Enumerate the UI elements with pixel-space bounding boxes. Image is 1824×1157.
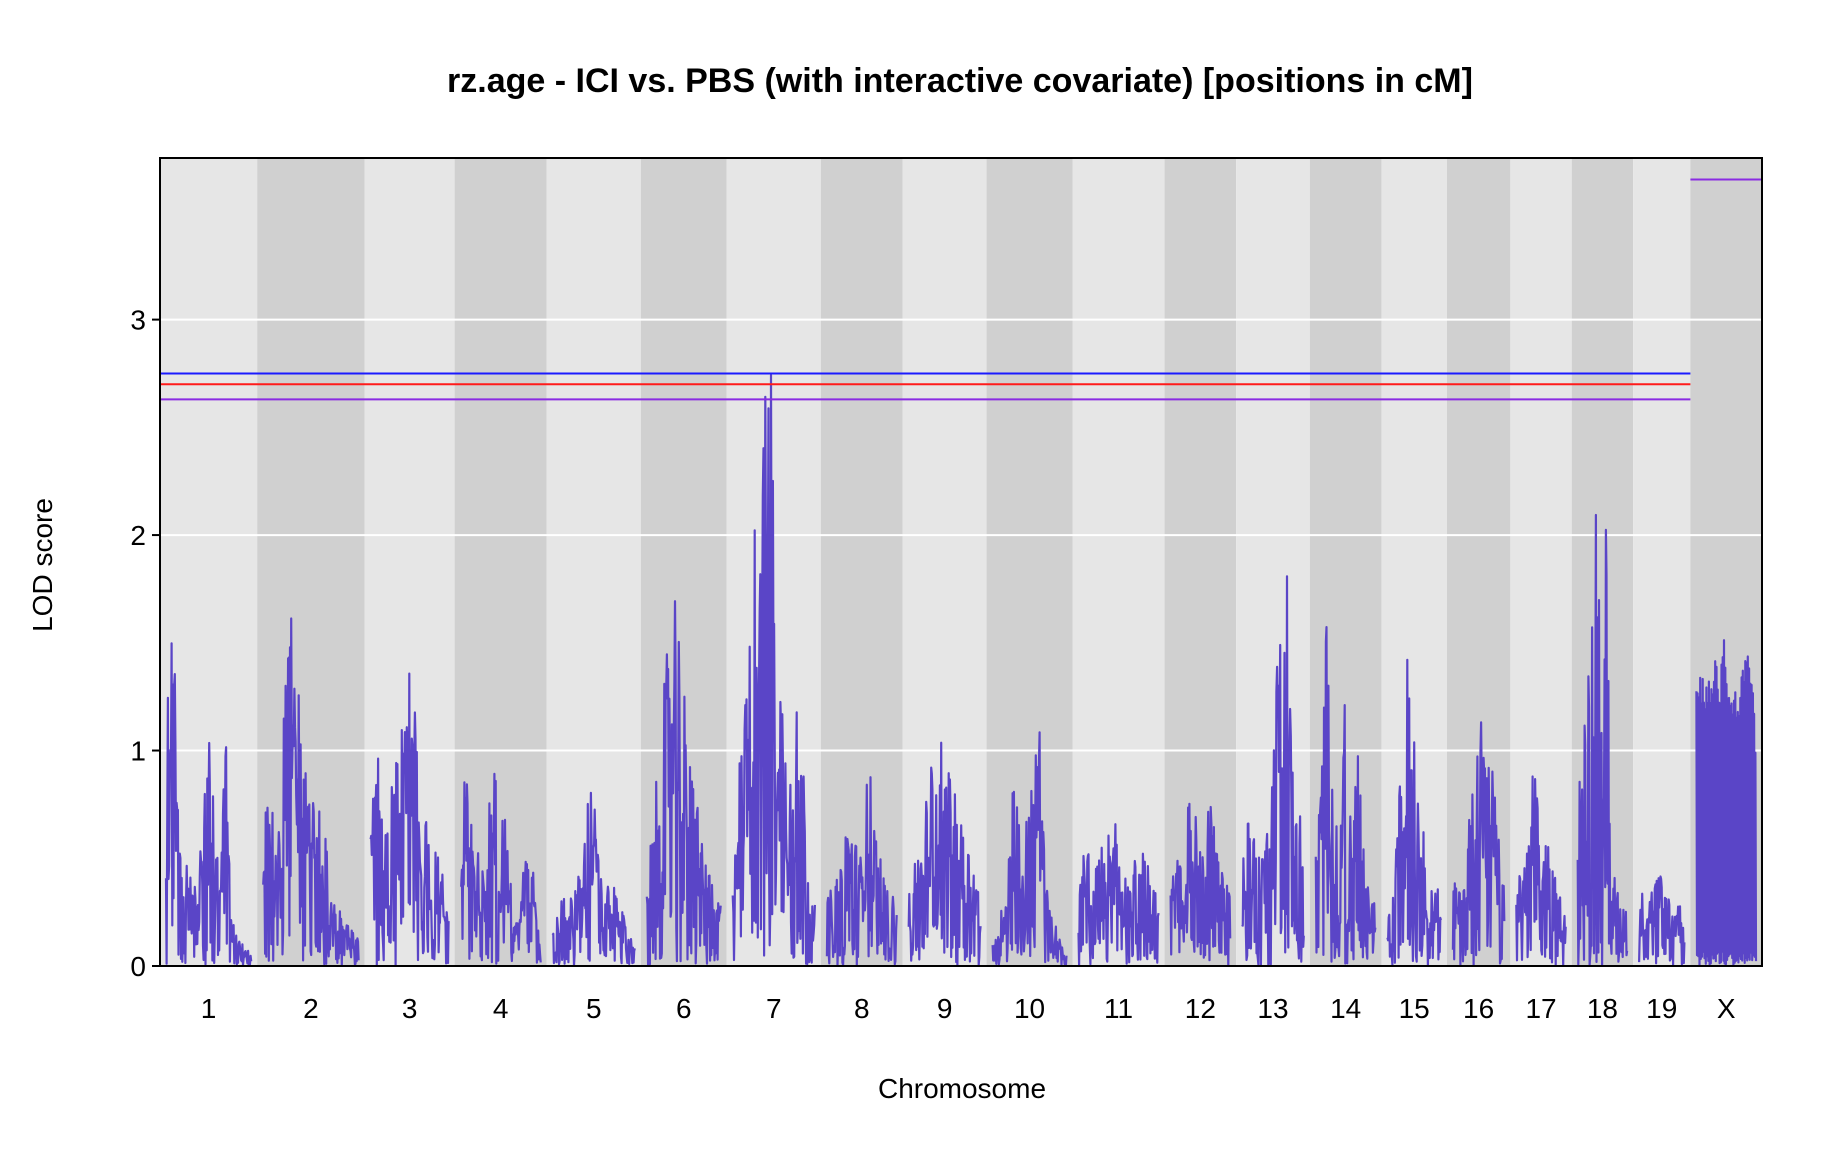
- x-tick-label-chr-5: 5: [586, 993, 602, 1024]
- lod-curve-chr-16: [1451, 721, 1506, 967]
- chromosome-band-2: [257, 158, 365, 966]
- x-tick-label-chr-14: 14: [1330, 993, 1361, 1024]
- chromosome-band-8: [820, 158, 903, 966]
- x-tick-label-chr-15: 15: [1399, 993, 1430, 1024]
- y-tick-label-3: 3: [130, 305, 146, 336]
- x-tick-label-chr-7: 7: [766, 993, 782, 1024]
- lod-curve-chr-12: [1169, 802, 1232, 967]
- lod-curve-chr-18: [1576, 513, 1629, 967]
- x-tick-label-chr-4: 4: [493, 993, 509, 1024]
- lod-curve-chr-4: [459, 772, 542, 965]
- lod-curve-chr-3: [369, 672, 450, 967]
- lod-curve-chr-9: [907, 741, 982, 967]
- chromosome-band-12: [1164, 158, 1237, 966]
- lod-curve-chr-14: [1314, 626, 1377, 965]
- chromosome-band-17: [1510, 158, 1572, 966]
- x-axis-label: Chromosome: [878, 1073, 1046, 1104]
- lod-curve-chr-6: [645, 600, 722, 967]
- x-tick-label-chr-9: 9: [937, 993, 953, 1024]
- y-tick-label-1: 1: [130, 736, 146, 767]
- lod-curve-chr-1: [164, 642, 253, 967]
- lod-curve-chr-15: [1386, 658, 1442, 966]
- lod-curve-chr-19: [1638, 875, 1686, 966]
- x-tick-label-chr-13: 13: [1257, 993, 1288, 1024]
- lod-curve-chr-X: [1695, 639, 1758, 967]
- chromosome-band-11: [1072, 158, 1165, 966]
- lod-curve-chr-7: [731, 374, 816, 966]
- x-tick-label-chr-19: 19: [1646, 993, 1677, 1024]
- x-tick-label-chr-8: 8: [854, 993, 870, 1024]
- x-tick-label-chr-3: 3: [402, 993, 418, 1024]
- x-tick-label-chr-17: 17: [1525, 993, 1556, 1024]
- x-tick-label-chr-1: 1: [201, 993, 217, 1024]
- lod-curve-chr-17: [1515, 775, 1567, 967]
- x-tick-label-chr-12: 12: [1185, 993, 1216, 1024]
- chart-title: rz.age - ICI vs. PBS (with interactive c…: [447, 62, 1473, 100]
- chromosome-band-19: [1633, 158, 1691, 966]
- x-tick-label-chr-2: 2: [303, 993, 319, 1024]
- x-tick-label-chr-16: 16: [1463, 993, 1494, 1024]
- lod-curve-chr-2: [262, 617, 360, 967]
- lod-curve-chr-11: [1077, 823, 1160, 967]
- x-tick-label-chr-10: 10: [1014, 993, 1045, 1024]
- plot-frame: [159, 157, 1763, 967]
- x-tick-label-chr-11: 11: [1104, 993, 1133, 1024]
- chromosome-band-4: [454, 158, 547, 966]
- y-axis-label: LOD score: [27, 498, 58, 632]
- lod-curve-chr-8: [825, 776, 898, 967]
- lod-curve-chr-5: [551, 791, 636, 967]
- x-tick-label-chr-18: 18: [1587, 993, 1618, 1024]
- y-tick-label-2: 2: [130, 520, 146, 551]
- x-tick-label-chr-X: X: [1717, 993, 1736, 1024]
- lod-curve-chr-10: [991, 731, 1068, 967]
- x-tick-label-chr-6: 6: [676, 993, 692, 1024]
- y-tick-label-0: 0: [130, 951, 146, 982]
- lod-curve-chr-13: [1241, 575, 1305, 967]
